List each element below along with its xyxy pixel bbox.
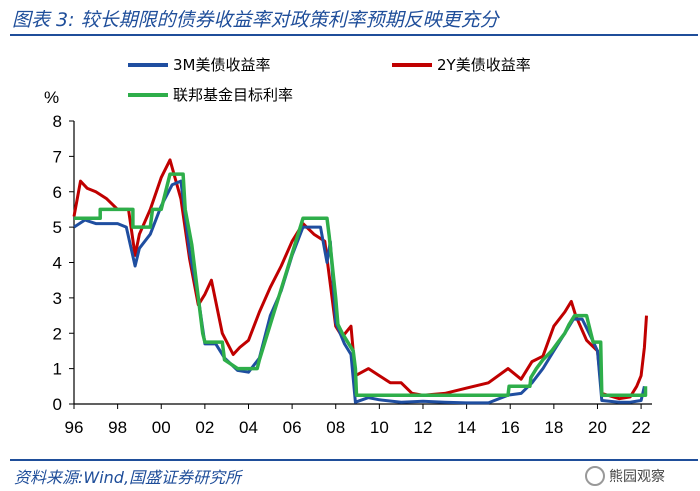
series-line-2: [74, 172, 648, 397]
y-tick-label: 5: [53, 218, 62, 237]
legend-label-0: 3M美债收益率: [173, 56, 271, 74]
source-note: 资料来源:Wind,国盛证券研究所: [14, 468, 242, 487]
x-tick-label: 02: [195, 418, 214, 437]
x-tick-label: 12: [414, 418, 433, 437]
wechat-icon: [585, 466, 605, 486]
watermark-text: 熊园观察: [609, 469, 665, 485]
x-tick-label: 14: [457, 418, 476, 437]
x-tick-label: 20: [588, 418, 607, 437]
x-tick-label: 06: [283, 418, 302, 437]
y-tick-label: 2: [53, 324, 62, 343]
x-tick-label: 18: [544, 418, 563, 437]
x-tick-label: 16: [501, 418, 520, 437]
y-tick-label: 6: [53, 183, 62, 202]
series-line-0: [73, 179, 646, 405]
series-line-1: [72, 158, 648, 401]
title-rule: [10, 34, 698, 36]
legend-label-2: 联邦基金目标利率: [173, 86, 293, 104]
footer-rule: [10, 459, 698, 461]
y-tick-label: 8: [53, 112, 62, 131]
watermark: 熊园观察: [585, 466, 665, 486]
x-tick-label: 08: [326, 418, 345, 437]
chart-title: 图表 3: 较长期限的债券收益率对政策利率预期反映更充分: [12, 9, 499, 31]
x-tick-label: 22: [632, 418, 651, 437]
x-tick-label: 10: [370, 418, 389, 437]
x-tick-label: 04: [239, 418, 258, 437]
legend-label-1: 2Y美债收益率: [437, 56, 531, 74]
y-tick-label: 3: [53, 289, 62, 308]
y-tick-label: 7: [53, 147, 62, 166]
x-tick-label: 00: [152, 418, 171, 437]
y-tick-label: 0: [53, 395, 62, 414]
x-tick-label: 96: [65, 418, 84, 437]
y-tick-label: 4: [53, 254, 62, 273]
y-axis-label: %: [44, 88, 59, 107]
x-tick-label: 98: [108, 418, 127, 437]
chart-lines: [72, 158, 648, 405]
y-tick-label: 1: [53, 360, 62, 379]
